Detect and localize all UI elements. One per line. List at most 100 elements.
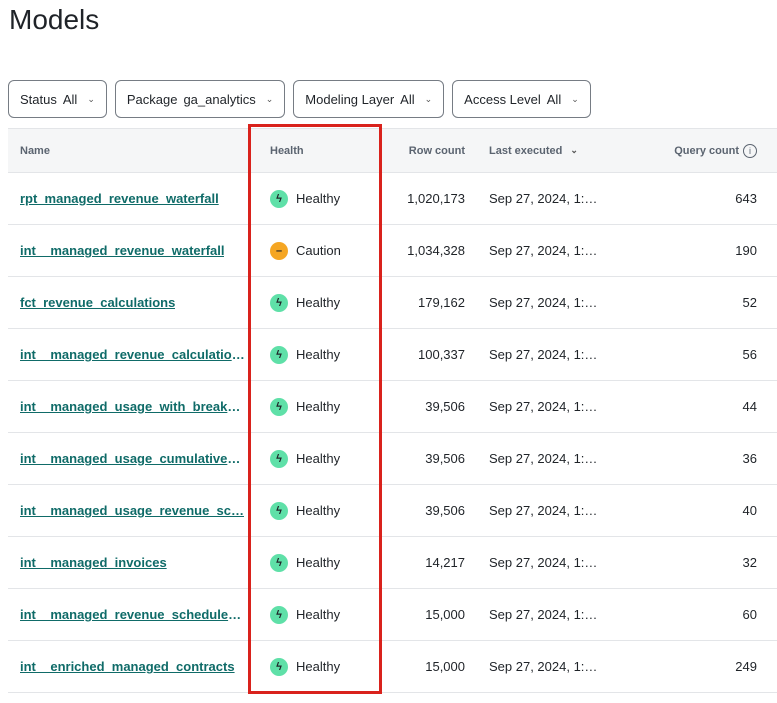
healthy-pulse-icon: ϟ xyxy=(270,397,288,416)
health-status: Healthy xyxy=(296,347,341,362)
health-status: Healthy xyxy=(296,451,341,466)
row-count: 15,000 xyxy=(425,607,465,622)
model-link[interactable]: int__managed_usage_cumulative_… xyxy=(20,451,246,466)
last-executed: Sep 27, 2024, 1:… xyxy=(489,191,598,206)
column-header-label: Last executed xyxy=(489,144,563,157)
page-title: Models xyxy=(9,4,100,35)
sort-chevron-icon: ⌄ xyxy=(570,145,578,155)
table-header: Name Health Row count Last executed ⌄ Que… xyxy=(8,128,777,173)
model-link[interactable]: int__managed_usage_with_breaka… xyxy=(20,399,246,414)
query-count: 56 xyxy=(742,347,757,362)
row-count: 100,337 xyxy=(418,347,465,362)
filter-label: Status xyxy=(20,91,57,107)
health-status: Healthy xyxy=(296,399,341,414)
info-icon[interactable]: i xyxy=(743,143,757,158)
last-executed: Sep 27, 2024, 1:… xyxy=(489,295,598,310)
last-executed: Sep 27, 2024, 1:… xyxy=(489,243,598,258)
filter-value: All xyxy=(546,91,562,107)
healthy-pulse-icon: ϟ xyxy=(270,449,288,468)
filter-value: All xyxy=(62,91,78,107)
row-count: 15,000 xyxy=(425,659,465,674)
row-count: 179,162 xyxy=(418,295,465,310)
chevron-down-icon: ⌄ xyxy=(87,93,95,104)
column-header-query-count[interactable]: Query count i xyxy=(674,129,757,172)
table-row[interactable]: int__enriched_managed_contracts ϟ Healthy… xyxy=(8,641,777,693)
healthy-pulse-icon: ϟ xyxy=(270,501,288,520)
filter-label: Package xyxy=(126,91,178,107)
last-executed: Sep 27, 2024, 1:… xyxy=(489,347,598,362)
healthy-pulse-icon: ϟ xyxy=(270,293,288,312)
table-row[interactable]: fct_revenue_calculations ϟ Healthy 179,16… xyxy=(8,277,777,329)
caution-minus-icon: – xyxy=(270,241,288,260)
last-executed: Sep 27, 2024, 1:… xyxy=(489,503,598,518)
row-count: 1,020,173 xyxy=(407,191,465,206)
query-count: 36 xyxy=(742,451,757,466)
query-count: 44 xyxy=(742,399,757,414)
row-count: 39,506 xyxy=(425,451,465,466)
query-count: 249 xyxy=(735,659,757,674)
table-row[interactable]: int__managed_invoices ϟ Healthy 14,217 Se… xyxy=(8,537,777,589)
query-count: 190 xyxy=(735,243,757,258)
chevron-down-icon: ⌄ xyxy=(424,93,433,104)
health-status: Healthy xyxy=(296,555,341,570)
row-count: 14,217 xyxy=(425,555,465,570)
filter-value: ga_analytics xyxy=(183,91,256,107)
model-link[interactable]: int__managed_usage_revenue_sc… xyxy=(20,503,244,518)
query-count: 40 xyxy=(742,503,757,518)
health-status: Healthy xyxy=(296,659,341,674)
health-status: Healthy xyxy=(296,295,341,310)
row-count: 39,506 xyxy=(425,503,465,518)
row-count: 39,506 xyxy=(425,399,465,414)
query-count: 52 xyxy=(742,295,757,310)
filter-package[interactable]: Package ga_analytics ⌄ xyxy=(114,80,286,118)
health-status: Caution xyxy=(296,243,341,258)
healthy-pulse-icon: ϟ xyxy=(270,657,288,676)
column-header-last-executed[interactable]: Last executed ⌄ xyxy=(489,129,578,172)
table-row[interactable]: int__managed_revenue_waterfall – Caution … xyxy=(8,225,777,277)
model-link[interactable]: int__managed_revenue_calculations xyxy=(20,347,246,362)
query-count: 643 xyxy=(735,191,757,206)
model-link[interactable]: fct_revenue_calculations xyxy=(20,295,176,310)
model-link[interactable]: int__managed_revenue_waterfall xyxy=(20,243,225,258)
column-header-row-count[interactable]: Row count xyxy=(408,144,465,157)
model-link[interactable]: int__enriched_managed_contracts xyxy=(20,659,235,674)
column-header-label: Query count xyxy=(674,144,739,157)
column-header-health[interactable]: Health xyxy=(270,144,304,157)
table-row[interactable]: int__managed_usage_revenue_sc… ϟ Healthy … xyxy=(8,485,777,537)
table-row[interactable]: rpt_managed_revenue_waterfall ϟ Healthy 1… xyxy=(8,173,777,225)
healthy-pulse-icon: ϟ xyxy=(270,345,288,364)
table-row[interactable]: int__managed_usage_cumulative_… ϟ Healthy… xyxy=(8,433,777,485)
chevron-down-icon: ⌄ xyxy=(571,93,579,104)
table-row[interactable]: int__managed_usage_with_breaka… ϟ Healthy… xyxy=(8,381,777,433)
filter-status[interactable]: Status All ⌄ xyxy=(8,80,107,118)
filter-bar: Status All ⌄ Package ga_analytics ⌄ Modeling L… xyxy=(8,80,591,118)
filter-access-level[interactable]: Access Level All ⌄ xyxy=(452,80,591,118)
chevron-down-icon: ⌄ xyxy=(265,93,274,104)
last-executed: Sep 27, 2024, 1:… xyxy=(489,607,598,622)
model-link[interactable]: int__managed_revenue_schedule_… xyxy=(20,607,246,622)
model-link[interactable]: int__managed_invoices xyxy=(20,555,167,570)
health-status: Healthy xyxy=(296,191,341,206)
health-status: Healthy xyxy=(296,503,341,518)
last-executed: Sep 27, 2024, 1:… xyxy=(489,555,598,570)
healthy-pulse-icon: ϟ xyxy=(270,553,288,572)
last-executed: Sep 27, 2024, 1:… xyxy=(489,399,598,414)
last-executed: Sep 27, 2024, 1:… xyxy=(489,659,598,674)
filter-label: Modeling Layer xyxy=(305,91,395,107)
health-status: Healthy xyxy=(296,607,341,622)
table-row[interactable]: int__managed_revenue_calculations ϟ Healt… xyxy=(8,329,777,381)
models-table: Name Health Row count Last executed ⌄ Que… xyxy=(8,128,777,693)
healthy-pulse-icon: ϟ xyxy=(270,605,288,624)
model-link[interactable]: rpt_managed_revenue_waterfall xyxy=(20,191,219,206)
query-count: 32 xyxy=(742,555,757,570)
last-executed: Sep 27, 2024, 1:… xyxy=(489,451,598,466)
filter-label: Access Level xyxy=(464,91,541,107)
column-header-name[interactable]: Name xyxy=(20,144,50,157)
filter-value: All xyxy=(400,91,415,107)
healthy-pulse-icon: ϟ xyxy=(270,189,288,208)
row-count: 1,034,328 xyxy=(407,243,465,258)
query-count: 60 xyxy=(742,607,757,622)
table-row[interactable]: int__managed_revenue_schedule_… ϟ Healthy… xyxy=(8,589,777,641)
filter-modeling-layer[interactable]: Modeling Layer All ⌄ xyxy=(293,80,445,118)
health-column-highlight xyxy=(248,124,382,694)
